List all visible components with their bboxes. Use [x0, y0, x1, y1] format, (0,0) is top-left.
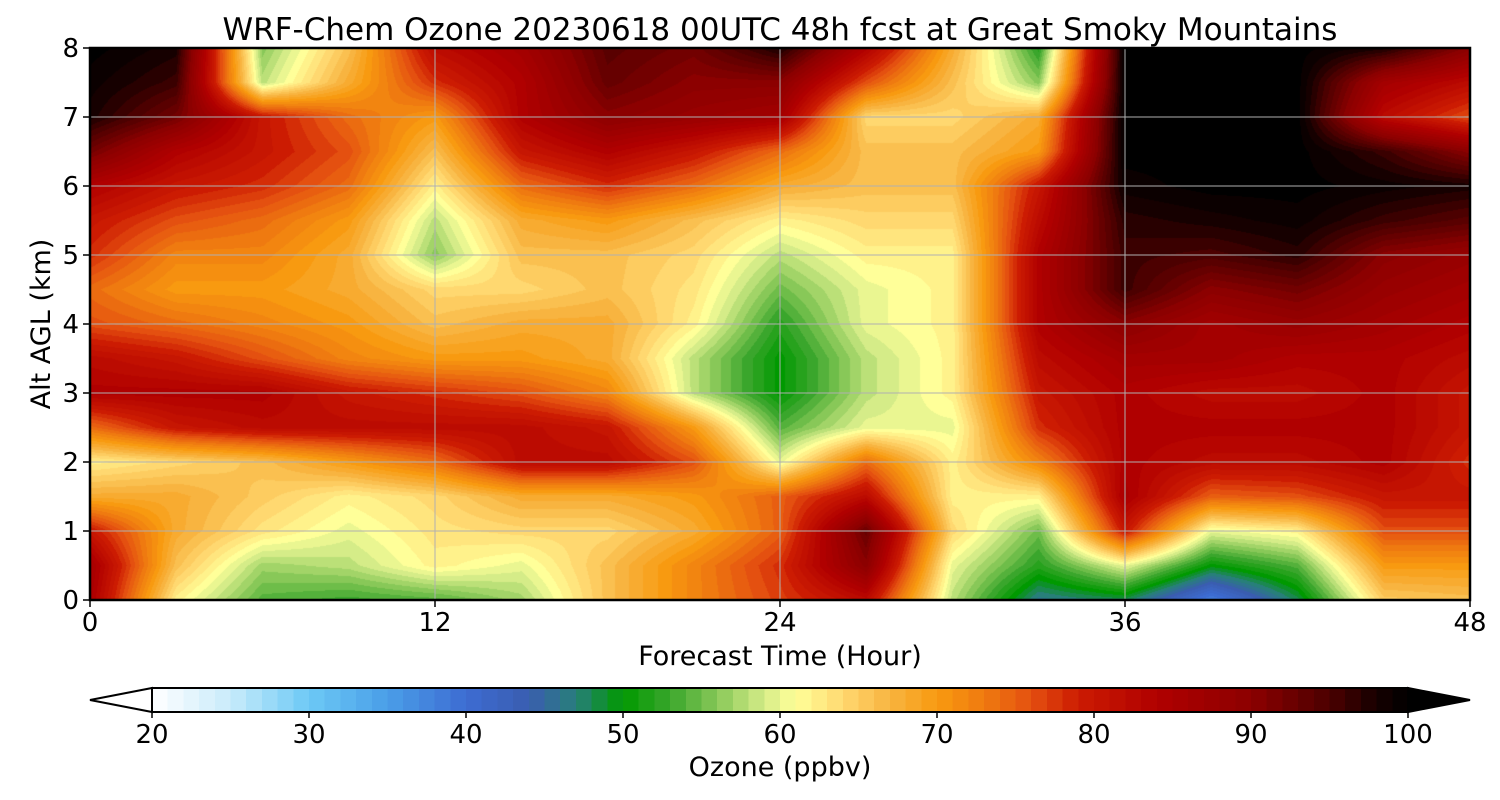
colorbar-tick-label: 70 [920, 720, 953, 750]
y-tick-label: 7 [62, 103, 79, 133]
colorbar-label: Ozone (ppbv) [689, 752, 872, 783]
x-tick-label: 12 [418, 608, 451, 638]
y-tick-label: 2 [62, 448, 79, 478]
x-tick-label: 24 [763, 608, 796, 638]
x-tick-label: 48 [1453, 608, 1486, 638]
x-tick-label: 36 [1108, 608, 1141, 638]
colorbar-tick-label: 90 [1234, 720, 1267, 750]
chart-title: WRF-Chem Ozone 20230618 00UTC 48h fcst a… [223, 12, 1338, 48]
colorbar-body [152, 688, 1408, 712]
colorbar-tick-label: 50 [606, 720, 639, 750]
y-tick-label: 0 [62, 586, 79, 616]
colorbar: 20 30 40 50 60 70 80 90 100 Ozone (ppbv) [89, 686, 1471, 783]
x-tick-label: 0 [82, 608, 99, 638]
colorbar-tick-label: 100 [1383, 720, 1433, 750]
y-tick-label: 6 [62, 172, 79, 202]
colorbar-tick-label: 30 [292, 720, 325, 750]
y-tick-label: 5 [62, 241, 79, 271]
colorbar-ticks: 20 30 40 50 60 70 80 90 100 [135, 712, 1433, 750]
colorbar-extend-low [89, 686, 153, 714]
colorbar-tick-label: 40 [449, 720, 482, 750]
y-tick-label: 1 [62, 517, 79, 547]
y-axis-label: Alt AGL (km) [26, 239, 57, 410]
colorbar-tick-label: 20 [135, 720, 168, 750]
colorbar-tick-label: 80 [1077, 720, 1110, 750]
colorbar-tick-label: 60 [763, 720, 796, 750]
y-axis-ticks: 0 1 2 3 4 5 6 7 8 [62, 34, 90, 616]
y-tick-label: 8 [62, 34, 79, 64]
grid-lines [90, 48, 1470, 600]
colorbar-extend-high [1407, 686, 1471, 714]
y-tick-label: 4 [62, 310, 79, 340]
plot-area [88, 46, 1472, 602]
y-tick-label: 3 [62, 379, 79, 409]
x-axis-ticks: 0 12 24 36 48 [82, 600, 1487, 638]
x-axis-label: Forecast Time (Hour) [638, 641, 922, 672]
